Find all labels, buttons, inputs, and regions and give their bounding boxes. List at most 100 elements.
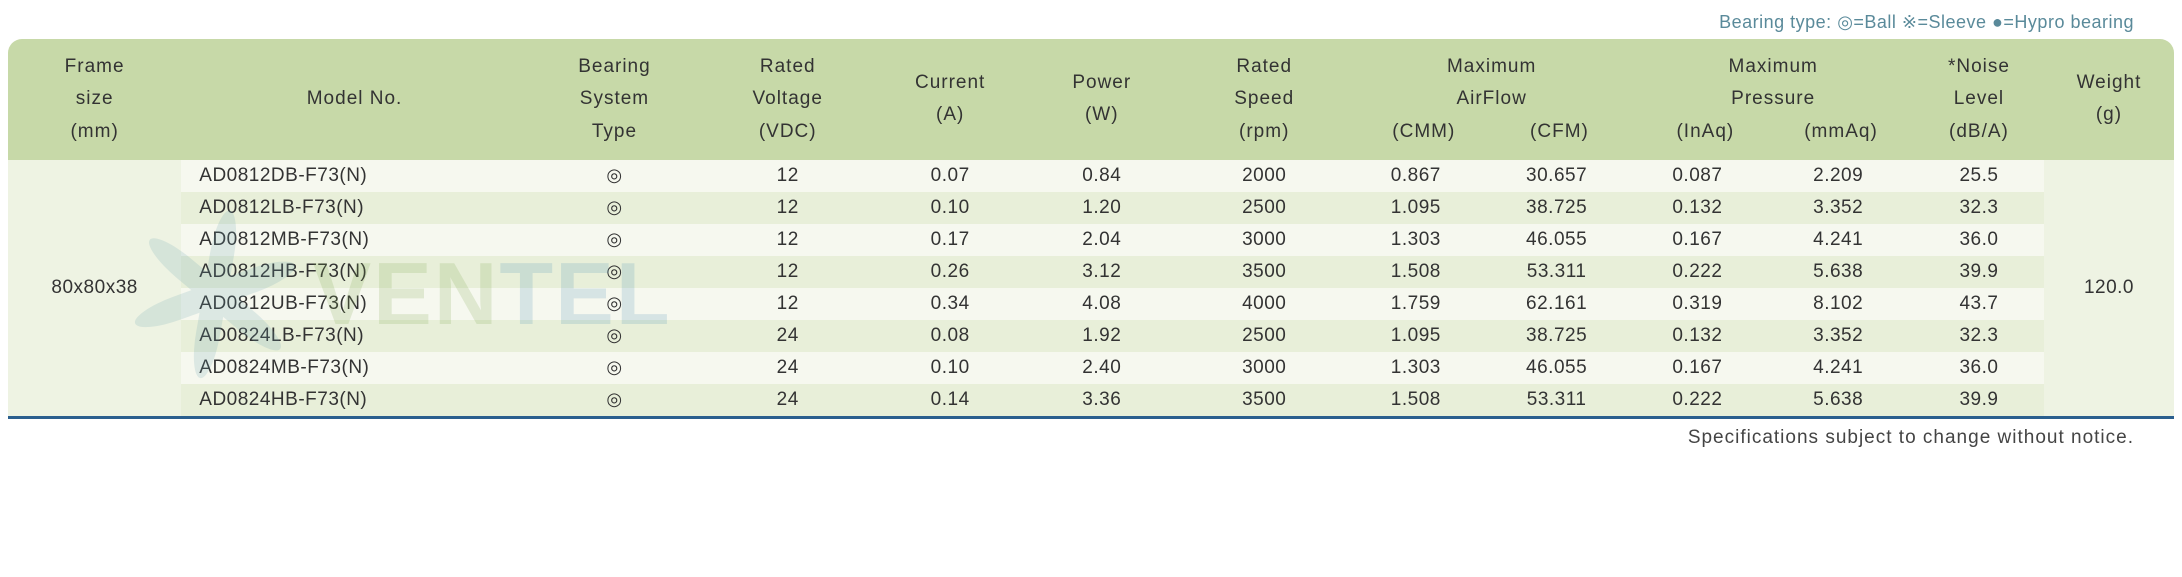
bearing-cell: ◎ bbox=[528, 256, 701, 288]
current-cell: 0.26 bbox=[874, 256, 1026, 288]
cfm-cell: 38.725 bbox=[1481, 320, 1633, 352]
table-row: AD0812HB-F73(N)◎120.263.1235001.50853.31… bbox=[8, 256, 2174, 288]
power-cell: 3.12 bbox=[1026, 256, 1178, 288]
model-cell: AD0824HB-F73(N) bbox=[181, 384, 528, 416]
bearing-cell: ◎ bbox=[528, 352, 701, 384]
legend-items: ◎=Ball ※=Sleeve ●=Hypro bearing bbox=[1837, 12, 2134, 32]
cmm-cell: 1.095 bbox=[1351, 192, 1481, 224]
cmm-cell: 1.759 bbox=[1351, 288, 1481, 320]
speed-cell: 3000 bbox=[1178, 224, 1351, 256]
bearing-cell: ◎ bbox=[528, 224, 701, 256]
cmm-cell: 0.867 bbox=[1351, 160, 1481, 192]
voltage-cell: 24 bbox=[701, 384, 874, 416]
voltage-cell: 24 bbox=[701, 352, 874, 384]
voltage-cell: 12 bbox=[701, 256, 874, 288]
col-model: Model No. bbox=[181, 39, 528, 160]
voltage-cell: 24 bbox=[701, 320, 874, 352]
bottom-rule bbox=[8, 416, 2174, 419]
mmaq-cell: 2.209 bbox=[1762, 160, 1914, 192]
noise-cell: 25.5 bbox=[1914, 160, 2044, 192]
noise-cell: 32.3 bbox=[1914, 320, 2044, 352]
col-speed: Rated Speed (rpm) bbox=[1178, 39, 1351, 160]
current-cell: 0.07 bbox=[874, 160, 1026, 192]
mmaq-cell: 3.352 bbox=[1762, 192, 1914, 224]
mmaq-cell: 4.241 bbox=[1762, 224, 1914, 256]
noise-cell: 39.9 bbox=[1914, 256, 2044, 288]
spec-table: Frame size (mm) Model No. Bearing System… bbox=[8, 39, 2174, 416]
cfm-cell: 53.311 bbox=[1481, 384, 1633, 416]
cfm-cell: 46.055 bbox=[1481, 352, 1633, 384]
speed-cell: 3000 bbox=[1178, 352, 1351, 384]
speed-cell: 4000 bbox=[1178, 288, 1351, 320]
col-power: Power (W) bbox=[1026, 39, 1178, 160]
cmm-cell: 1.508 bbox=[1351, 256, 1481, 288]
inaq-cell: 0.132 bbox=[1632, 192, 1762, 224]
voltage-cell: 12 bbox=[701, 288, 874, 320]
power-cell: 2.04 bbox=[1026, 224, 1178, 256]
col-airflow: Maximum AirFlow (CMM) (CFM) bbox=[1351, 39, 1633, 160]
model-cell: AD0812MB-F73(N) bbox=[181, 224, 528, 256]
speed-cell: 3500 bbox=[1178, 256, 1351, 288]
noise-cell: 39.9 bbox=[1914, 384, 2044, 416]
current-cell: 0.08 bbox=[874, 320, 1026, 352]
current-cell: 0.10 bbox=[874, 192, 1026, 224]
col-bearing: Bearing System Type bbox=[528, 39, 701, 160]
weight-cell: 120.0 bbox=[2044, 160, 2174, 416]
bearing-cell: ◎ bbox=[528, 160, 701, 192]
inaq-cell: 0.319 bbox=[1632, 288, 1762, 320]
cmm-cell: 1.303 bbox=[1351, 352, 1481, 384]
power-cell: 4.08 bbox=[1026, 288, 1178, 320]
cfm-cell: 46.055 bbox=[1481, 224, 1633, 256]
table-row: AD0824HB-F73(N)◎240.143.3635001.50853.31… bbox=[8, 384, 2174, 416]
spec-table-wrap: VENTEL Frame size (mm) Model No. Bearing… bbox=[8, 39, 2174, 419]
inaq-cell: 0.087 bbox=[1632, 160, 1762, 192]
current-cell: 0.34 bbox=[874, 288, 1026, 320]
inaq-cell: 0.222 bbox=[1632, 256, 1762, 288]
table-row: AD0812MB-F73(N)◎120.172.0430001.30346.05… bbox=[8, 224, 2174, 256]
mmaq-cell: 4.241 bbox=[1762, 352, 1914, 384]
bearing-legend: Bearing type: ◎=Ball ※=Sleeve ●=Hypro be… bbox=[8, 8, 2174, 39]
noise-cell: 36.0 bbox=[1914, 224, 2044, 256]
speed-cell: 2500 bbox=[1178, 320, 1351, 352]
voltage-cell: 12 bbox=[701, 192, 874, 224]
model-cell: AD0812LB-F73(N) bbox=[181, 192, 528, 224]
model-cell: AD0824MB-F73(N) bbox=[181, 352, 528, 384]
cfm-cell: 53.311 bbox=[1481, 256, 1633, 288]
noise-cell: 36.0 bbox=[1914, 352, 2044, 384]
col-noise: *Noise Level (dB/A) bbox=[1914, 39, 2044, 160]
inaq-cell: 0.132 bbox=[1632, 320, 1762, 352]
noise-cell: 43.7 bbox=[1914, 288, 2044, 320]
noise-cell: 32.3 bbox=[1914, 192, 2044, 224]
cmm-cell: 1.508 bbox=[1351, 384, 1481, 416]
table-row: AD0812LB-F73(N)◎120.101.2025001.09538.72… bbox=[8, 192, 2174, 224]
power-cell: 2.40 bbox=[1026, 352, 1178, 384]
voltage-cell: 12 bbox=[701, 160, 874, 192]
model-cell: AD0812DB-F73(N) bbox=[181, 160, 528, 192]
current-cell: 0.14 bbox=[874, 384, 1026, 416]
mmaq-cell: 8.102 bbox=[1762, 288, 1914, 320]
col-pressure: Maximum Pressure (InAq) (mmAq) bbox=[1632, 39, 1914, 160]
table-row: AD0824LB-F73(N)◎240.081.9225001.09538.72… bbox=[8, 320, 2174, 352]
power-cell: 1.20 bbox=[1026, 192, 1178, 224]
speed-cell: 3500 bbox=[1178, 384, 1351, 416]
voltage-cell: 12 bbox=[701, 224, 874, 256]
power-cell: 1.92 bbox=[1026, 320, 1178, 352]
cfm-cell: 62.161 bbox=[1481, 288, 1633, 320]
bearing-cell: ◎ bbox=[528, 192, 701, 224]
frame-size-cell: 80x80x38 bbox=[8, 160, 181, 416]
table-row: AD0824MB-F73(N)◎240.102.4030001.30346.05… bbox=[8, 352, 2174, 384]
bearing-cell: ◎ bbox=[528, 320, 701, 352]
cfm-cell: 38.725 bbox=[1481, 192, 1633, 224]
cfm-cell: 30.657 bbox=[1481, 160, 1633, 192]
speed-cell: 2000 bbox=[1178, 160, 1351, 192]
col-current: Current (A) bbox=[874, 39, 1026, 160]
table-header-row: Frame size (mm) Model No. Bearing System… bbox=[8, 39, 2174, 160]
inaq-cell: 0.167 bbox=[1632, 352, 1762, 384]
cmm-cell: 1.095 bbox=[1351, 320, 1481, 352]
legend-label: Bearing type: bbox=[1719, 12, 1832, 32]
table-body: 80x80x38AD0812DB-F73(N)◎120.070.8420000.… bbox=[8, 160, 2174, 416]
inaq-cell: 0.222 bbox=[1632, 384, 1762, 416]
col-voltage: Rated Voltage (VDC) bbox=[701, 39, 874, 160]
power-cell: 0.84 bbox=[1026, 160, 1178, 192]
mmaq-cell: 3.352 bbox=[1762, 320, 1914, 352]
